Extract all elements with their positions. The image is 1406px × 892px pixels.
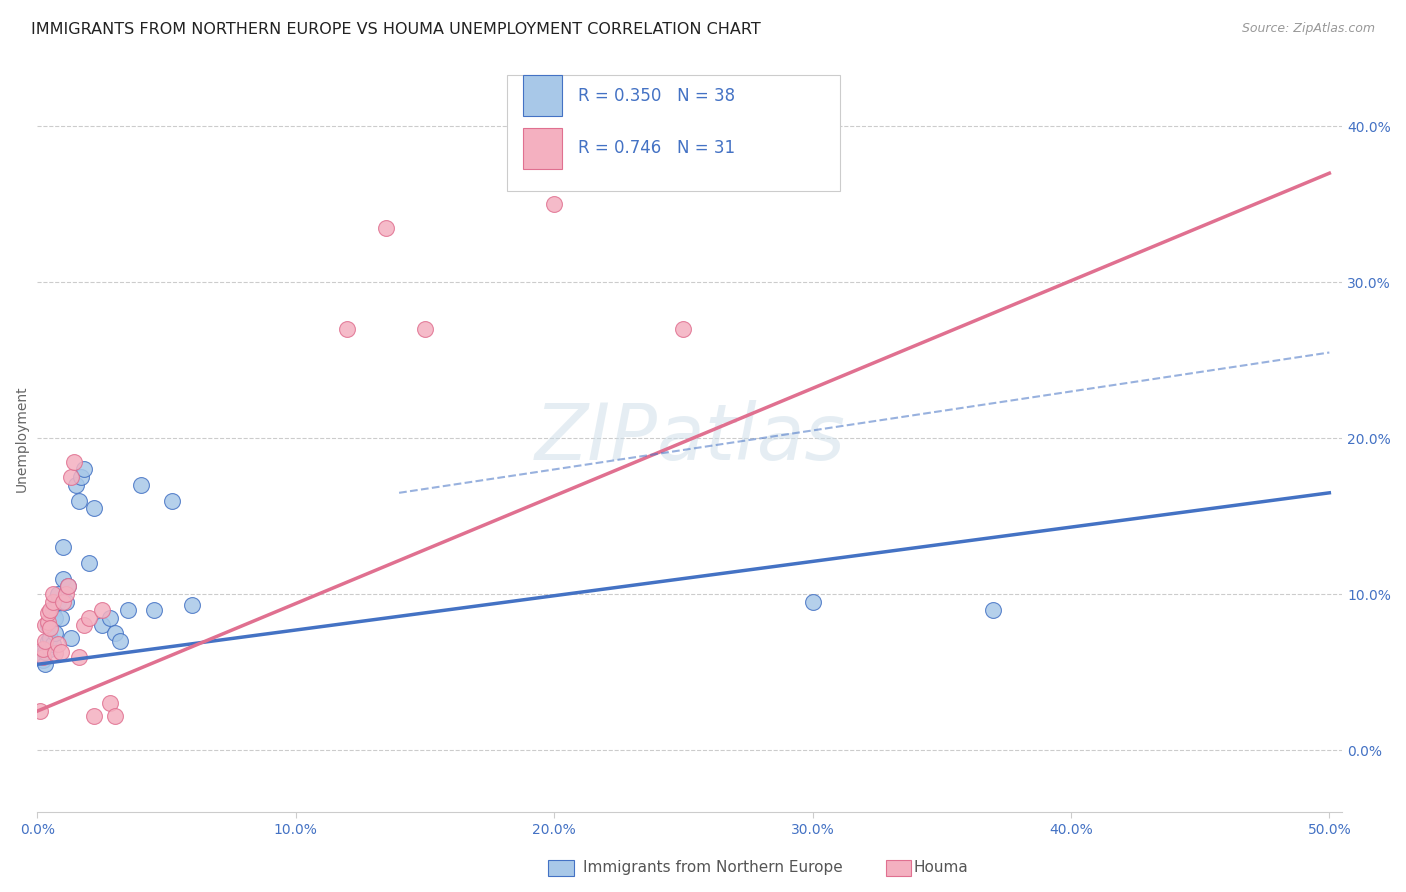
Point	[73, 618, 96, 632]
Point	[73, 462, 96, 476]
Point	[28, 704, 51, 718]
Point	[801, 595, 824, 609]
Point	[52, 541, 75, 555]
Text: ZIPatlas: ZIPatlas	[534, 401, 845, 476]
Point	[58, 579, 80, 593]
Point	[37, 618, 59, 632]
Point	[181, 598, 204, 612]
Point	[70, 470, 93, 484]
Text: Houma: Houma	[914, 860, 969, 874]
Y-axis label: Unemployment: Unemployment	[15, 385, 30, 491]
Point	[672, 322, 695, 336]
Point	[44, 626, 66, 640]
Point	[543, 197, 565, 211]
Point	[77, 610, 100, 624]
Point	[129, 478, 152, 492]
Point	[83, 501, 105, 516]
Point	[55, 595, 77, 609]
Point	[31, 653, 53, 667]
Point	[31, 649, 53, 664]
Point	[42, 637, 65, 651]
Point	[62, 455, 84, 469]
Point	[160, 493, 183, 508]
Point	[34, 657, 56, 672]
Point	[58, 579, 80, 593]
Point	[46, 595, 69, 609]
Text: R = 0.746   N = 31: R = 0.746 N = 31	[578, 139, 735, 157]
Point	[90, 603, 112, 617]
Point	[59, 631, 82, 645]
Point	[52, 595, 75, 609]
Point	[55, 587, 77, 601]
Point	[52, 572, 75, 586]
Point	[83, 708, 105, 723]
Point	[37, 615, 59, 630]
Point	[77, 556, 100, 570]
Point	[46, 587, 69, 601]
Text: Source: ZipAtlas.com: Source: ZipAtlas.com	[1241, 22, 1375, 36]
Text: IMMIGRANTS FROM NORTHERN EUROPE VS HOUMA UNEMPLOYMENT CORRELATION CHART: IMMIGRANTS FROM NORTHERN EUROPE VS HOUMA…	[31, 22, 761, 37]
Point	[67, 493, 90, 508]
Point	[34, 618, 56, 632]
Point	[44, 610, 66, 624]
Point	[39, 603, 62, 617]
Point	[46, 637, 69, 651]
Point	[90, 618, 112, 632]
Point	[37, 606, 59, 620]
Point	[39, 631, 62, 645]
Point	[31, 641, 53, 656]
Point	[39, 622, 62, 636]
Point	[59, 470, 82, 484]
Text: R = 0.350   N = 38: R = 0.350 N = 38	[578, 87, 735, 105]
Point	[104, 708, 127, 723]
Point	[49, 610, 72, 624]
Text: Immigrants from Northern Europe: Immigrants from Northern Europe	[583, 860, 844, 874]
Point	[42, 587, 65, 601]
FancyBboxPatch shape	[508, 75, 839, 191]
Point	[42, 603, 65, 617]
Point	[413, 322, 436, 336]
Point	[98, 696, 121, 710]
Point	[42, 595, 65, 609]
Point	[31, 649, 53, 664]
Point	[117, 603, 139, 617]
Point	[49, 645, 72, 659]
Point	[98, 610, 121, 624]
Point	[34, 634, 56, 648]
Point	[375, 220, 398, 235]
Point	[104, 626, 127, 640]
Point	[39, 641, 62, 656]
Point	[37, 634, 59, 648]
Point	[44, 647, 66, 661]
Point	[983, 603, 1005, 617]
Point	[142, 603, 165, 617]
FancyBboxPatch shape	[523, 128, 562, 169]
Point	[28, 647, 51, 661]
Point	[67, 649, 90, 664]
Point	[65, 478, 87, 492]
Point	[336, 322, 359, 336]
FancyBboxPatch shape	[523, 75, 562, 117]
Point	[34, 645, 56, 659]
Point	[108, 634, 131, 648]
